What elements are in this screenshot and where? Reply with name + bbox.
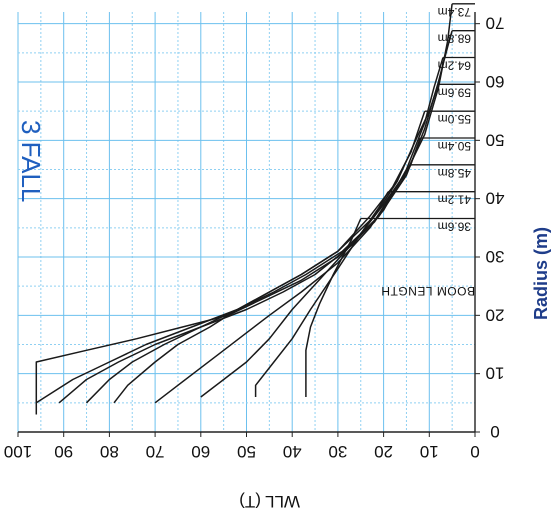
boom-length-label: 50.4m (438, 139, 471, 153)
boom-length-label: 59.6m (438, 85, 471, 99)
load-curve-64.2m (58, 57, 444, 404)
y-tick-label: 10 (486, 364, 505, 383)
boom-length-label: 55.0m (438, 112, 471, 126)
y-tick-label: 50 (486, 130, 505, 149)
x-tick-label: 70 (146, 442, 165, 461)
chart-title: 3 FALL (16, 120, 46, 202)
load-curve-50.4m (154, 137, 421, 404)
x-tick-label: 100 (4, 442, 32, 461)
x-tick-label: 10 (420, 442, 439, 461)
load-curve-73.4m (35, 3, 453, 415)
boom-length-label: 36.6m (438, 220, 471, 234)
boom-length-markers: 36.6m 41.2m 45.8m 50.4m 55.0m 59.6m 64.2m 68.8m… (360, 3, 475, 234)
y-tick-label: 70 (486, 14, 505, 33)
boom-length-label: 41.2m (438, 193, 471, 207)
load-curves (35, 3, 453, 415)
y-tick-label: 20 (486, 305, 505, 324)
boom-length-label: 64.2m (438, 59, 471, 73)
grid (17, 12, 476, 433)
y-axis-title: Radius (m) (531, 227, 551, 320)
boom-length-annotation: BOOM LENGTH (381, 284, 475, 298)
x-tick-label: 20 (374, 442, 393, 461)
x-tick-label: 80 (100, 442, 119, 461)
y-tick-label: 40 (486, 189, 505, 208)
load-curve-68.8m (35, 30, 453, 404)
x-tick-label: 40 (283, 442, 302, 461)
y-tick-label: 0 (490, 422, 499, 441)
load-curve-36.6m (305, 218, 362, 397)
x-tick-label: 50 (237, 442, 256, 461)
x-tick-label: 90 (54, 442, 73, 461)
x-axis-title: WLL (T) (239, 492, 300, 511)
y-tick-label: 30 (486, 247, 505, 266)
x-tick-label: 30 (328, 442, 347, 461)
load-curve-59.6m (85, 84, 440, 404)
boom-length-label: 45.8m (438, 166, 471, 180)
boom-length-label: 73.4m (438, 5, 471, 19)
y-tick-label: 60 (486, 72, 505, 91)
boom-length-label: 68.8m (438, 32, 471, 46)
load-curve-41.2m (254, 191, 389, 397)
x-tick-label: 0 (470, 442, 479, 461)
x-tick-label: 60 (191, 442, 210, 461)
